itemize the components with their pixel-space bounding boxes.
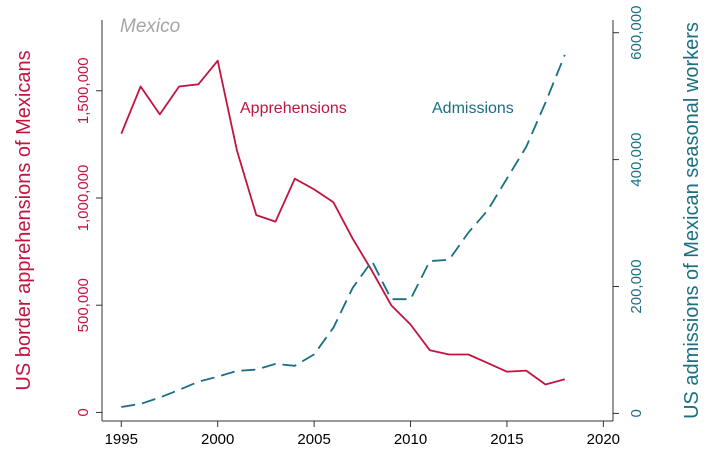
series-line-admissions (121, 54, 566, 408)
x-tick-label: 2015 (490, 431, 523, 448)
series-line-apprehensions (120, 59, 566, 386)
y-left-axis-title: US border apprehensions of Mexicans (13, 50, 35, 390)
y-right-axis-title: US admissions of Mexican seasonal worker… (681, 22, 703, 419)
series-label-admissions: Admissions (432, 100, 514, 117)
x-tick-label: 2020 (587, 431, 620, 448)
x-tick-label: 2010 (394, 431, 427, 448)
y-right-tick-label: 0 (628, 409, 645, 417)
labels-layer: Apprehensions Admissions Mexico (120, 16, 514, 117)
y-left-tick-label: 1,000,000 (75, 165, 92, 232)
series-label-apprehensions: Apprehensions (240, 100, 347, 117)
x-tick-label: 2000 (201, 431, 234, 448)
x-tick-label: 2005 (297, 431, 330, 448)
y-right-tick-label: 200,000 (628, 259, 645, 313)
series-layer (120, 54, 566, 408)
panel-title: Mexico (120, 16, 180, 37)
y-left-tick-label: 0 (75, 408, 92, 416)
axes: 1995 2000 2005 2010 2015 2020 0 500,000 1,000,00… (13, 6, 703, 448)
y-left-tick-label: 1,500,000 (75, 57, 92, 124)
y-left-tick-label: 500,000 (75, 278, 92, 332)
y-right-tick-label: 400,000 (628, 132, 645, 186)
x-tick-label: 1995 (105, 431, 138, 448)
y-right-tick-label: 600,000 (628, 6, 645, 60)
